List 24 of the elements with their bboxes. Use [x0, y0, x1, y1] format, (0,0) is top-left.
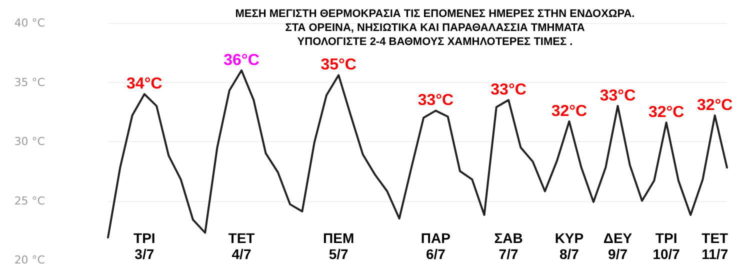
x-tick-label: ΤΡΙ 10/7	[652, 230, 680, 262]
x-tick-label: ΤΕΤ 11/7	[702, 230, 729, 262]
y-tick-label: 25 °C	[14, 194, 46, 208]
annotation: 34°C	[126, 76, 163, 93]
x-tick-label: ΣΑΒ 7/7	[494, 230, 523, 262]
x-tick-label: ΠΕΜ 5/7	[323, 230, 354, 262]
x-tick-label: ΔΕΥ 9/7	[603, 230, 633, 262]
x-tick-label: ΤΡΙ 3/7	[134, 230, 156, 262]
y-tick-label: 40 °C	[14, 16, 46, 30]
x-tick-label: ΤΕΤ 4/7	[228, 230, 256, 262]
annotation: 36°C	[224, 52, 260, 69]
annotation: 33°C	[418, 92, 454, 110]
x-tick-label: ΚΥΡ 8/7	[554, 230, 584, 262]
annotation: 35°C	[320, 56, 357, 74]
annotation: 33°C	[490, 82, 527, 99]
annotation: 32°C	[551, 102, 588, 120]
x-tick-label: ΠΑΡ 6/7	[420, 230, 450, 262]
annotation: 32°C	[648, 104, 685, 122]
y-tick-label: 20 °C	[14, 254, 46, 266]
annotation: 33°C	[600, 87, 636, 104]
chart-title: ΜΕΣΗ ΜΕΓΙΣΤΗ ΘΕΡΜΟΚΡΑΣΙΑ ΤΙΣ ΕΠΟΜΕΝΕΣ ΗΜΕΡΕΣ ΣΤΗΝ ΕΝΔΟΧΩΡΑ. ΣΤΑ ΟΡΕΙΝΑ, ΝΗΣΙΩΤΙΚΑ ΚΑΙ ΠΑΡΑΘΑΛΑΣΣΙΑ ΤΜΗΜΑΤΑ ΥΠΟΛΟΓΙΣΤΕ 2-4 ΒΑΘΜΟΥΣ ΧΑΜΗΛΟΤΕΡΕΣ ΤΙΜΕΣ .	[235, 8, 635, 48]
y-tick-label: 35 °C	[14, 76, 46, 89]
annotation: 32°C	[696, 96, 734, 114]
y-tick-label: 30 °C	[14, 135, 46, 148]
